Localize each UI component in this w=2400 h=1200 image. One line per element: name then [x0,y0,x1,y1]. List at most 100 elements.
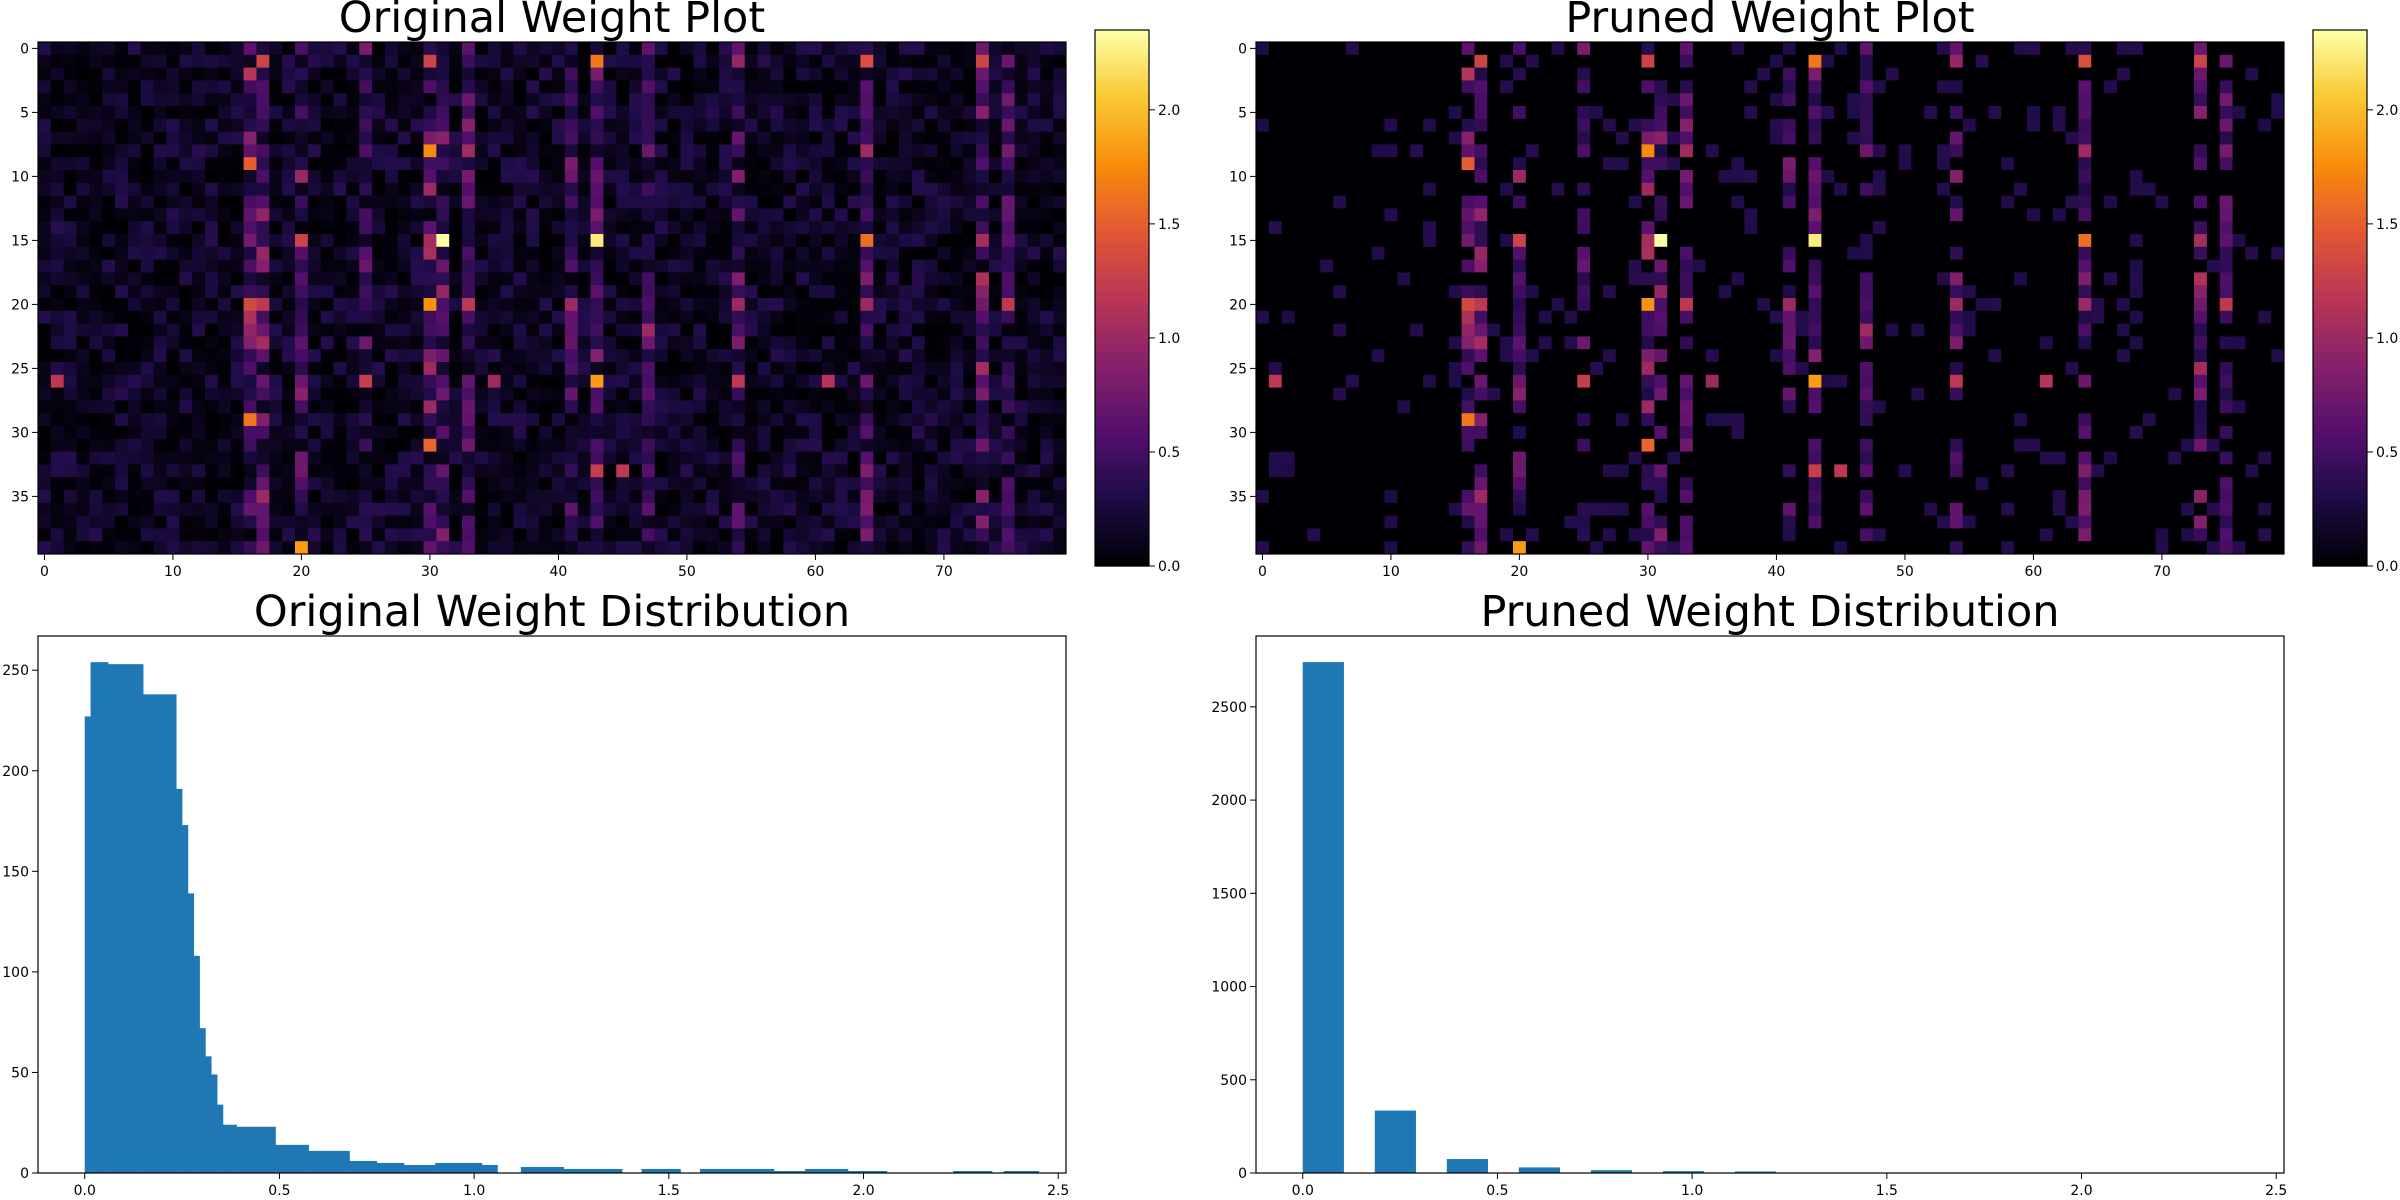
heatmap-cell [1397,182,1411,196]
colorbar-segment [1095,88,1149,94]
heatmap-cell [809,400,823,414]
heatmap-cell [924,118,938,132]
heatmap-cell [2194,221,2208,235]
heatmap-cell [1898,221,1912,235]
heatmap-cell [436,438,450,452]
heatmap-cell [539,413,553,427]
heatmap-cell [2194,80,2208,94]
heatmap-cell [449,54,463,68]
heatmap-cell [629,323,643,337]
heatmap-cell [834,400,848,414]
heatmap-cell [1641,144,1655,158]
heatmap-cell [616,413,630,427]
heatmap-cell [1590,157,1604,171]
heatmap-cell [333,106,347,120]
heatmap-cell [269,67,283,81]
colorbar-segment [1095,244,1149,250]
heatmap-cell [937,336,951,350]
heatmap-cell [1513,182,1527,196]
heatmap-cell [230,182,244,196]
heatmap-cell [937,387,951,401]
heatmap-cell [950,374,964,388]
heatmap-cell [564,362,579,376]
heatmap-cell [847,170,861,184]
heatmap-cell [295,259,309,273]
heatmap-cell [153,144,167,158]
heatmap-cell [256,528,270,542]
heatmap-cell [217,42,232,56]
heatmap-cell [76,451,90,465]
heatmap-cell [911,426,926,440]
heatmap-cell [783,426,797,440]
heatmap-cell [2091,157,2105,171]
heatmap-cell [1551,272,1565,286]
heatmap-cell [513,541,527,555]
heatmap-cell [127,106,142,120]
heatmap-cell [127,131,142,145]
heatmap-cell [487,451,501,465]
heatmap-cell [1461,259,1475,273]
heatmap-cell [526,208,540,222]
heatmap-cell [243,131,257,145]
heatmap-cell [346,298,360,312]
heatmap-cell [1474,234,1488,248]
heatmap-cell [1371,131,1385,145]
heatmap-cell [1718,67,1732,81]
heatmap-cell [1345,182,1360,196]
heatmap-cell [320,67,334,81]
heatmap-cell [1872,106,1887,120]
heatmap-cell [757,298,771,312]
heatmap-cell [269,157,283,171]
heatmap-cell [269,490,283,504]
heatmap-cell [513,93,527,107]
heatmap-cell [50,208,65,222]
heatmap-cell [860,413,874,427]
heatmap-cell [1001,93,1015,107]
heatmap-cell [436,208,450,222]
heatmap-cell [2116,106,2131,120]
heatmap-cell [2181,285,2195,299]
heatmap-cell [1551,259,1565,273]
heatmap-cell [539,106,553,120]
heatmap-cell [1053,451,1067,465]
heatmap-cell [372,362,386,376]
heatmap-cell [1590,208,1604,222]
heatmap-cell [667,221,681,235]
heatmap-cell [809,464,823,478]
heatmap-cell [500,438,514,452]
heatmap-cell [1014,374,1028,388]
heatmap-cell [706,170,720,184]
heatmap-cell [307,426,322,440]
heatmap-cell [295,285,309,299]
heatmap-cell [1988,234,2002,248]
heatmap-cell [886,502,900,516]
heatmap-cell [1821,131,1835,145]
heatmap-cell [603,528,617,542]
heatmap-cell [346,323,360,337]
heatmap-cell [462,234,476,248]
heatmap-cell [950,451,964,465]
heatmap-cell [38,118,52,132]
heatmap-cell [217,54,232,68]
heatmap-cell [2104,157,2118,171]
heatmap-cell [552,131,566,145]
heatmap-cell [783,144,797,158]
heatmap-cell [950,42,964,56]
heatmap-cell [1397,234,1411,248]
heatmap-cell [346,208,360,222]
heatmap-cell [988,54,1003,68]
heatmap-cell [192,182,206,196]
heatmap-cell [1384,118,1398,132]
heatmap-cell [1628,272,1642,286]
heatmap-cell [667,323,681,337]
heatmap-cell [963,195,977,209]
heatmap-cell [821,208,836,222]
heatmap-cell [821,144,836,158]
heatmap-cell [1718,106,1732,120]
heatmap-cell [1577,272,1591,286]
heatmap-cell [102,477,116,491]
heatmap-cell [654,221,669,235]
heatmap-cell [860,157,874,171]
heatmap-cell [719,106,733,120]
heatmap-cell [50,400,65,414]
